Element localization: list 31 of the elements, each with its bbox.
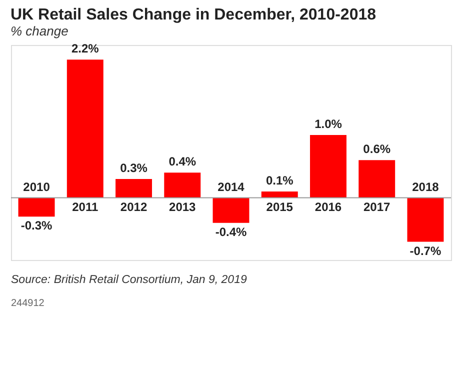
bar <box>116 178 152 198</box>
bar <box>261 192 298 198</box>
source-note: Source: British Retail Consortium, Jan 9, 2019 <box>11 274 248 286</box>
bar <box>358 160 396 198</box>
bar <box>18 198 55 217</box>
data-label: -0.7% <box>410 244 442 258</box>
x-tick-label: 2015 <box>266 200 294 214</box>
x-tick-label: 2011 <box>72 200 98 214</box>
chart-subtitle: % change <box>10 24 68 39</box>
data-label: 1.0% <box>314 116 342 131</box>
bar <box>407 198 444 242</box>
x-tick-label: 2010 <box>23 180 50 194</box>
x-tick-label: 2017 <box>364 200 391 214</box>
bar <box>164 172 201 198</box>
x-tick-label: 2013 <box>169 200 196 214</box>
x-tick-label: 2014 <box>218 180 245 194</box>
text: 244912 <box>11 298 45 309</box>
bar <box>310 134 346 198</box>
x-tick-label: 2018 <box>412 180 440 194</box>
data-label: 2.2% <box>71 42 100 56</box>
chart-title: UK Retail Sales Change in December, 2010-2018 <box>10 6 376 24</box>
data-label: -0.3% <box>20 218 53 233</box>
data-label: -0.4% <box>215 224 247 239</box>
x-tick-label: 2016 <box>314 200 342 214</box>
x-tick-label: 2012 <box>120 200 148 214</box>
data-label: 0.3% <box>120 160 148 175</box>
data-label: 0.4% <box>168 154 196 169</box>
data-label: 0.6% <box>363 142 391 156</box>
data-label: 0.1% <box>266 174 294 188</box>
bar <box>212 198 250 223</box>
bar <box>66 60 104 198</box>
